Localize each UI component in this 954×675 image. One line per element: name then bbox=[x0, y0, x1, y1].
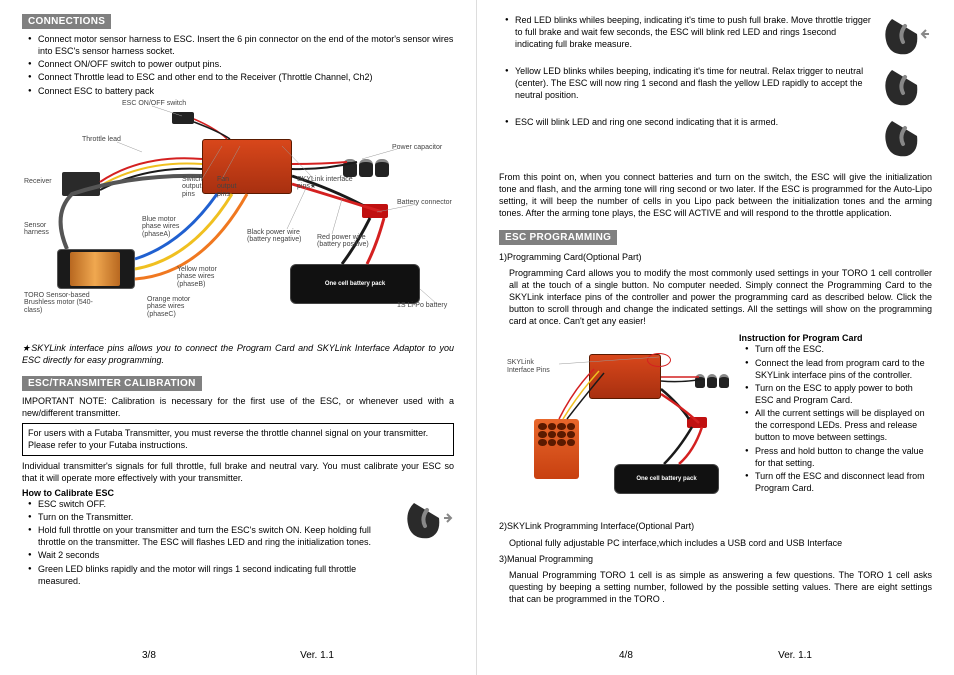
prog-item3-title: 3)Manual Programming bbox=[499, 553, 932, 565]
calibration-boxed: For users with a Futaba Transmitter, you… bbox=[22, 423, 454, 455]
trigger-icon bbox=[877, 116, 932, 161]
programming-diagram: One cell battery pack bbox=[499, 339, 729, 504]
connections-section: CONNECTIONS Connect motor sensor harness… bbox=[22, 14, 454, 98]
calibration-section: ESC/TRANSMITER CALIBRATION IMPORTANT NOT… bbox=[22, 376, 454, 594]
diagram-label: SKYLink interface pins★ bbox=[297, 176, 357, 191]
diagram-label: Fan output pins bbox=[217, 176, 247, 199]
diagram-label: Battery connector bbox=[397, 199, 452, 207]
diagram-label: Yellow motor phase wires (phaseB) bbox=[177, 266, 232, 289]
led-text: Yellow LED blinks whiles beeping, indica… bbox=[505, 65, 871, 101]
connections-list: Connect motor sensor harness to ESC. Ins… bbox=[22, 33, 454, 97]
led-row: ESC will blink LED and ring one second i… bbox=[499, 116, 932, 161]
wiring-diagram: One cell battery pack bbox=[22, 104, 454, 334]
skylink-note: ★SKYLink interface pins allows you to co… bbox=[22, 342, 454, 366]
main-paragraph: From this point on, when you connect bat… bbox=[499, 171, 932, 220]
diagram-label: ESC ON/OFF switch bbox=[122, 100, 186, 108]
calibration-header: ESC/TRANSMITER CALIBRATION bbox=[22, 376, 202, 391]
led-text: ESC will blink LED and ring one second i… bbox=[505, 116, 871, 128]
list-item: Green LED blinks rapidly and the motor w… bbox=[28, 563, 393, 587]
list-item: Turn off the ESC. bbox=[745, 343, 932, 355]
prog-item2-title: 2)SKYLink Programming Interface(Optional… bbox=[499, 520, 932, 532]
diagram-label: Sensor harness bbox=[24, 222, 59, 237]
diagram-label: 1S Li-Po battery bbox=[397, 302, 447, 310]
diagram-label: SKYLink Interface Pins bbox=[507, 359, 557, 374]
version: Ver. 1.1 bbox=[778, 650, 812, 661]
prog-item3-body: Manual Programming TORO 1 cell is as sim… bbox=[499, 569, 932, 605]
list-item: Connect the lead from program card to th… bbox=[745, 357, 932, 381]
diagram-label: Switch output pins bbox=[182, 176, 212, 199]
page-4: Red LED blinks whiles beeping, indicatin… bbox=[477, 0, 954, 675]
list-item: Press and hold button to change the valu… bbox=[745, 445, 932, 469]
trigger-icon bbox=[399, 498, 454, 543]
diagram-label: Receiver bbox=[24, 178, 52, 186]
diagram-label: Throttle lead bbox=[82, 136, 121, 144]
howto-list: ESC switch OFF. Turn on the Transmitter.… bbox=[22, 498, 393, 588]
calibration-important: IMPORTANT NOTE: Calibration is necessary… bbox=[22, 395, 454, 419]
diagram-label: Black power wire (battery negative) bbox=[247, 229, 317, 244]
list-item: Turn on the Transmitter. bbox=[28, 511, 393, 523]
page-footer: 4/8 Ver. 1.1 bbox=[499, 650, 932, 661]
connections-header: CONNECTIONS bbox=[22, 14, 111, 29]
diagram-label: Orange motor phase wires (phaseC) bbox=[147, 296, 202, 319]
list-item: All the current settings will be display… bbox=[745, 407, 932, 443]
card-instructions-row: One cell battery pack bbox=[499, 333, 932, 512]
list-item: Wait 2 seconds bbox=[28, 549, 393, 561]
trigger-icon bbox=[877, 14, 932, 59]
version: Ver. 1.1 bbox=[300, 650, 334, 661]
list-item: Connect ON/OFF switch to power output pi… bbox=[28, 58, 454, 70]
led-text: Red LED blinks whiles beeping, indicatin… bbox=[505, 14, 871, 50]
prog-item2-body: Optional fully adjustable PC interface,w… bbox=[499, 537, 932, 549]
prog-item1-title: 1)Programming Card(Optional Part) bbox=[499, 251, 932, 263]
page-3: CONNECTIONS Connect motor sensor harness… bbox=[0, 0, 477, 675]
howto-title: How to Calibrate ESC bbox=[22, 488, 454, 498]
page-number: 4/8 bbox=[619, 650, 633, 661]
list-item: ESC switch OFF. bbox=[28, 498, 393, 510]
programming-header: ESC PROGRAMMING bbox=[499, 230, 617, 245]
page-footer: 3/8 Ver. 1.1 bbox=[22, 650, 454, 661]
prog-item1-body: Programming Card allows you to modify th… bbox=[499, 267, 932, 328]
diagram-label: Red power wire (battery positive) bbox=[317, 234, 382, 249]
led-row: Yellow LED blinks whiles beeping, indica… bbox=[499, 65, 932, 110]
diagram-label: Blue motor phase wires (phaseA) bbox=[142, 216, 192, 239]
page-number: 3/8 bbox=[142, 650, 156, 661]
list-item: Connect motor sensor harness to ESC. Ins… bbox=[28, 33, 454, 57]
list-item: Turn off the ESC and disconnect lead fro… bbox=[745, 470, 932, 494]
trigger-icon bbox=[877, 65, 932, 110]
led-row: Red LED blinks whiles beeping, indicatin… bbox=[499, 14, 932, 59]
diagram-label: TORO Sensor-based Brushless motor (540-c… bbox=[24, 292, 104, 315]
list-item: Hold full throttle on your transmitter a… bbox=[28, 524, 393, 548]
card-bullets: Turn off the ESC. Connect the lead from … bbox=[739, 343, 932, 494]
calibration-para2: Individual transmitter's signals for ful… bbox=[22, 460, 454, 484]
list-item: Connect ESC to battery pack bbox=[28, 85, 454, 97]
diagram-label: Power capacitor bbox=[392, 144, 442, 152]
list-item: Turn on the ESC to apply power to both E… bbox=[745, 382, 932, 406]
card-title: Instruction for Program Card bbox=[739, 333, 932, 343]
list-item: Connect Throttle lead to ESC and other e… bbox=[28, 71, 454, 83]
programming-section: ESC PROGRAMMING 1)Programming Card(Optio… bbox=[499, 230, 932, 610]
